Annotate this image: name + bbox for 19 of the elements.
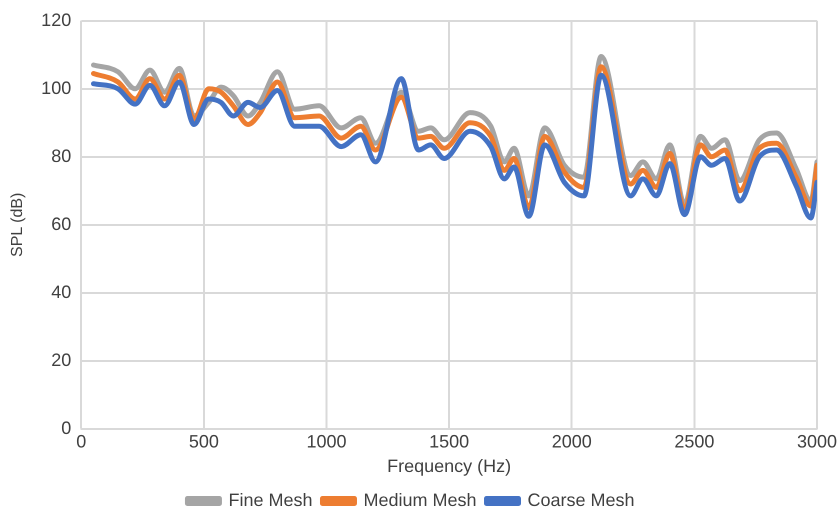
y-tick-label: 40 [51, 282, 72, 302]
x-tick-label: 0 [76, 432, 86, 452]
x-tick-label: 500 [188, 432, 219, 452]
legend-label: Coarse Mesh [528, 490, 635, 510]
x-tick-label: 1500 [429, 432, 470, 452]
x-tick-label: 3000 [796, 432, 837, 452]
y-tick-label: 60 [51, 214, 72, 234]
y-tick-label: 120 [41, 10, 72, 30]
x-tick-label: 1000 [306, 432, 347, 452]
y-tick-label: 0 [61, 418, 72, 438]
y-axis-title: SPL (dB) [9, 192, 26, 257]
x-tick-label: 2000 [552, 432, 592, 452]
x-tick-label: 2500 [674, 432, 714, 452]
x-axis-title: Frequency (Hz) [387, 456, 512, 476]
y-tick-label: 80 [51, 146, 72, 166]
legend-label: Fine Mesh [228, 490, 312, 510]
y-tick-label: 20 [51, 350, 72, 370]
y-tick-label: 100 [41, 78, 72, 98]
legend-label: Medium Mesh [363, 490, 477, 510]
